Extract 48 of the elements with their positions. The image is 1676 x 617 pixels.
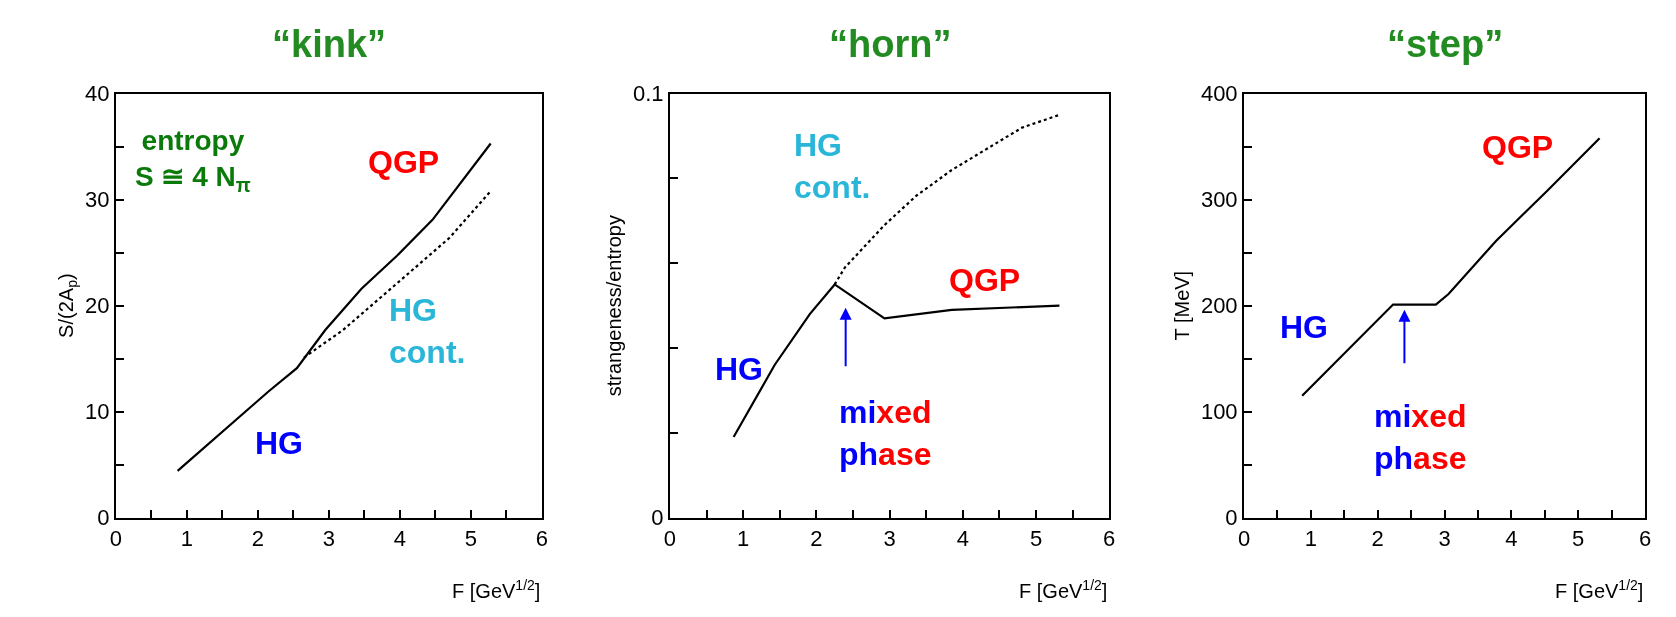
x-tick-label: 5 [1029, 525, 1043, 551]
annotation: QGP [949, 262, 1021, 298]
y-tick-label: 20 [84, 293, 110, 319]
x-axis-title: F [GeV$^{1/2}$] [1019, 577, 1108, 603]
y-tick-label: 0 [1225, 505, 1238, 531]
x-tick-label: 2 [810, 525, 823, 551]
annotation: QGP [368, 144, 440, 180]
x-tick-label: 3 [322, 525, 335, 551]
x-tick-label: 5 [464, 525, 477, 551]
annotation: HG cont. [389, 292, 466, 370]
x-tick-label: 2 [251, 525, 264, 551]
annotation: HG [715, 351, 763, 387]
annotation: HG [255, 425, 303, 461]
x-tick-label: 4 [393, 525, 406, 551]
annotation: HG cont. [794, 127, 871, 205]
y-tick-label: 0 [97, 505, 110, 531]
y-tick-label: 100 [1200, 399, 1238, 425]
annotation: QGP [1482, 129, 1554, 165]
x-tick-label: 1 [737, 525, 750, 551]
x-tick-label: 5 [1572, 525, 1585, 551]
y-tick-label: 200 [1200, 293, 1238, 319]
y-tick-label: 0.1 [632, 81, 664, 107]
x-tick-label: 4 [956, 525, 969, 551]
chart-title: “kink” [272, 23, 387, 65]
annotation: mixed phase [1374, 398, 1467, 476]
x-tick-label: 4 [1505, 525, 1518, 551]
x-tick-label: 2 [1371, 525, 1384, 551]
chart-title: “step” [1387, 23, 1504, 65]
y-axis-title: T [MeV] [1170, 270, 1193, 341]
x-tick-label: 1 [1304, 525, 1317, 551]
x-axis-title: F [GeV$^{1/2}$] [452, 577, 541, 603]
y-tick-label: 30 [84, 187, 110, 213]
y-axis-title: strangeness/entropy [602, 215, 625, 397]
annotation: mixed phase [839, 394, 932, 472]
annotation: entropy S ≅ 4 N$_{π}$ [135, 125, 251, 197]
x-tick-label: 6 [535, 525, 548, 551]
x-tick-label: 6 [1638, 525, 1652, 551]
chart-title: “horn” [829, 23, 952, 65]
x-tick-label: 1 [180, 525, 193, 551]
y-tick-label: 400 [1200, 81, 1238, 107]
y-tick-label: 10 [84, 399, 110, 425]
y-tick-label: 40 [84, 81, 110, 107]
annotation: HG [1280, 309, 1328, 345]
y-tick-label: 300 [1200, 187, 1238, 213]
x-tick-label: 6 [1103, 525, 1116, 551]
x-axis-title: F [GeV$^{1/2}$] [1555, 577, 1644, 603]
x-tick-label: 3 [883, 525, 896, 551]
x-tick-label: 3 [1438, 525, 1451, 551]
